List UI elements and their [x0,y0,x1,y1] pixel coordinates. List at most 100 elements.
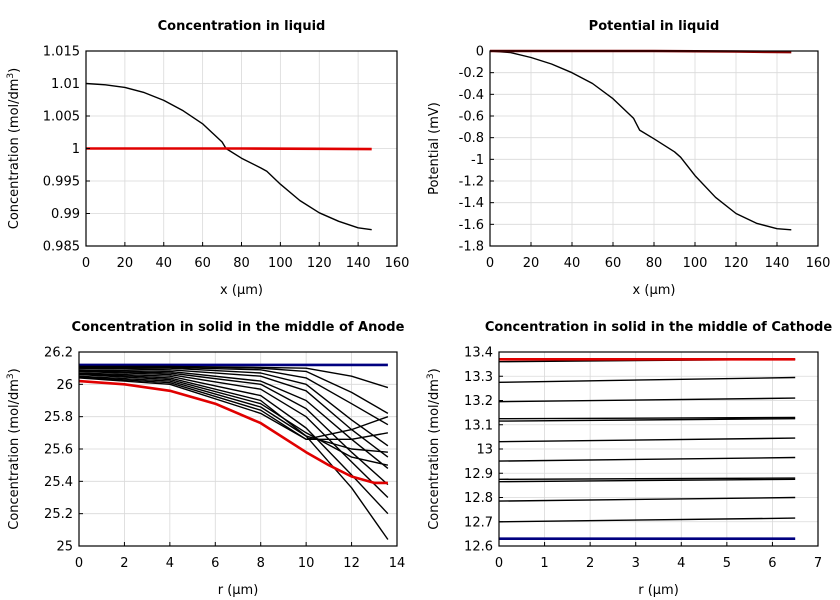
x-tick-label: 160 [806,256,831,271]
x-tick-label: 8 [257,556,265,571]
y-tick-label: 1.005 [43,110,80,125]
x-tick-label: 40 [155,256,172,271]
series-line-2 [86,147,372,151]
series-line-12 [78,373,389,466]
chart-panel-1: 0 20 40 60 80 100 120 140 160 0.985 0.99 0.995 1 1.00… [6,19,409,298]
y-tick-label: 1.015 [43,45,80,60]
x-tick-label: 0 [82,256,90,271]
series-line-9 [78,370,389,498]
series-line-4 [79,366,389,426]
x-tick-label: 120 [307,256,332,271]
y-tick-label: 25.8 [44,410,73,425]
series-line-8 [78,369,389,486]
y-tick-label: 12.9 [464,467,493,482]
x-axis-label: x (µm) [220,283,263,298]
x-tick-label: 80 [233,256,250,271]
x-tick-label: 4 [677,556,685,571]
y-tick-label: -1.6 [459,218,484,233]
x-tick-label: 0 [75,556,83,571]
series-line-1 [85,82,372,231]
y-axis-label: Potential (mV) [427,102,442,195]
x-axis-label: r (µm) [638,583,679,598]
series-line-13 [78,375,388,453]
y-tick-label: 25.6 [44,443,73,458]
x-tick-label: 40 [564,256,581,271]
x-tick-label: 100 [683,256,708,271]
y-tick-label: 12.8 [464,491,493,506]
series-line-2 [498,517,796,523]
chart-title: Potential in liquid [589,19,720,34]
y-tick-label: -0.4 [459,88,484,103]
series-line-15 [78,377,389,440]
series-line-6 [498,456,796,462]
series-line-9 [498,416,796,420]
x-tick-label: 0 [495,556,503,571]
y-tick-label: -1.2 [459,175,484,190]
chart-title: Concentration in solid in the middle of … [485,320,833,335]
series-line-10 [498,397,796,403]
y-tick-label: 1 [72,142,80,157]
series-line-8 [498,418,796,422]
chart-panel-3: 0 2 4 6 8 10 12 14 25 25.2 25.4 25.6 25.8 26 26.2 Conce… [6,320,405,598]
x-tick-label: 3 [632,556,640,571]
x-tick-label: 6 [211,556,219,571]
chart-title: Concentration in liquid [158,19,326,34]
x-tick-label: 160 [385,256,410,271]
series-line-4 [498,478,796,483]
x-tick-label: 20 [117,256,134,271]
series-line-10 [78,372,389,515]
series-line-7 [498,437,796,443]
y-tick-label: 0.99 [51,207,80,222]
x-tick-label: 1 [540,556,548,571]
series-line-5 [498,477,796,480]
chart-panel-4: 0 1 2 3 4 5 6 7 12.6 12.7 12.8 12.9 13 13.1 13.2 13.3 13… [426,320,832,598]
y-tick-label: 13.1 [464,418,493,433]
x-tick-label: 12 [343,556,360,571]
y-tick-label: 12.7 [464,515,493,530]
y-tick-label: 0 [476,45,484,60]
y-tick-label: 13.4 [464,346,493,361]
series-line-6 [78,367,389,458]
series-line-7 [78,369,389,469]
x-tick-label: 6 [768,556,776,571]
y-tick-label: -0.8 [459,131,484,146]
y-tick-label: 26 [56,378,73,393]
y-tick-label: 13.2 [464,394,493,409]
y-tick-label: -1.8 [459,240,484,255]
y-tick-label: 25 [56,540,73,555]
x-tick-label: 100 [268,256,293,271]
chart-panel-2: 0 20 40 60 80 100 120 140 160 -1.8 -1.6 -1.4 -1.2 -1 -… [427,19,830,298]
x-tick-label: 120 [724,256,749,271]
x-tick-label: 14 [389,556,406,571]
y-axis-label: Concentration (mol/dm3) [6,68,22,230]
series-line-16 [78,379,388,485]
y-tick-label: -1.4 [459,196,484,211]
x-tick-label: 2 [586,556,594,571]
x-tick-label: 5 [723,556,731,571]
x-tick-label: 4 [166,556,174,571]
x-tick-label: 60 [605,256,622,271]
y-tick-label: 0.985 [43,240,80,255]
series-line-3 [79,365,389,415]
series-line-14 [78,376,389,440]
x-tick-label: 60 [194,256,211,271]
series-line-5 [79,367,389,447]
x-tick-label: 2 [120,556,128,571]
y-tick-label: 13 [476,443,493,458]
y-tick-label: -1 [471,153,484,168]
y-tick-label: 1.01 [51,77,80,92]
x-tick-label: 140 [346,256,371,271]
y-tick-label: 12.6 [464,540,493,555]
x-tick-label: 10 [298,556,315,571]
y-axis-label: Concentration (mol/dm3) [426,368,442,530]
series-line-11 [498,376,796,383]
y-tick-label: 26.2 [44,346,73,361]
series-line-1 [489,50,792,231]
y-tick-label: 25.2 [44,507,73,522]
y-axis-label: Concentration (mol/dm3) [6,368,22,530]
chart-title: Concentration in solid in the middle of … [72,320,405,335]
x-axis-label: x (µm) [633,283,676,298]
y-tick-label: -0.2 [459,66,484,81]
y-tick-label: 0.995 [43,175,80,190]
